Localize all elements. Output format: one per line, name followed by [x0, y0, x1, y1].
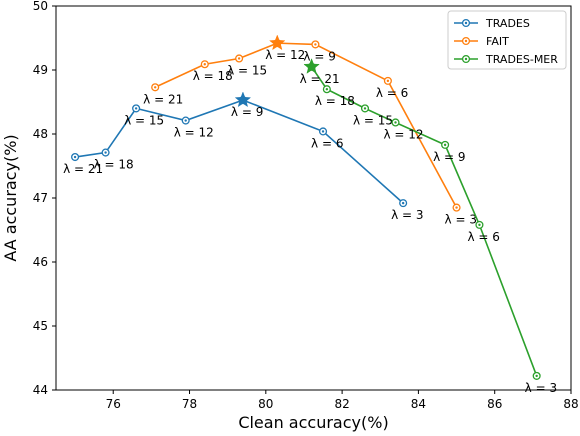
point-label: λ = 9 [303, 49, 335, 63]
point-label: λ = 12 [174, 126, 214, 140]
x-tick-label: 84 [411, 397, 426, 411]
y-tick-label: 46 [33, 255, 48, 269]
point-label: λ = 12 [384, 127, 424, 141]
point-label: λ = 15 [227, 63, 267, 77]
point-label: λ = 3 [525, 381, 557, 395]
star-marker [234, 91, 252, 108]
data-point-center [386, 79, 390, 83]
data-point-center [314, 43, 317, 46]
y-tick-label: 49 [33, 63, 48, 77]
data-point-center [104, 151, 107, 154]
legend: TRADES FAIT TRADES-MER [447, 10, 567, 70]
legend-label: FAIT [486, 35, 509, 48]
point-label: λ = 3 [445, 213, 477, 227]
data-point-center [325, 88, 329, 91]
point-label: λ = 18 [315, 94, 355, 108]
point-label: λ = 21 [300, 72, 340, 86]
legend-swatch-center [464, 57, 468, 61]
point-label: λ = 6 [311, 136, 343, 150]
y-tick-label: 48 [33, 127, 48, 141]
point-label: λ = 15 [353, 113, 393, 127]
data-point-center [321, 130, 325, 133]
star-marker [268, 34, 286, 51]
point-label: λ = 21 [143, 92, 183, 106]
series-fait: λ = 21λ = 18λ = 15λ = 12λ = 9λ = 6λ = 3 [143, 34, 477, 227]
star-marker [303, 58, 320, 74]
x-tick-label: 88 [563, 397, 578, 411]
data-point-center [363, 107, 367, 110]
y-tick-label: 44 [33, 383, 48, 397]
x-axis-ticks: 76 78 80 82 84 86 88 [106, 390, 579, 411]
data-point-center [455, 206, 458, 209]
point-label: λ = 15 [124, 113, 164, 127]
series-trades: λ = 21λ = 18λ = 15λ = 12λ = 9λ = 6λ = 3 [63, 91, 424, 222]
data-point-center [401, 201, 405, 205]
x-axis-label: Clean accuracy(%) [238, 413, 388, 432]
x-tick-label: 80 [258, 397, 273, 411]
point-label: λ = 18 [193, 69, 233, 83]
y-axis-label: AA accuracy(%) [1, 134, 20, 261]
point-label: λ = 9 [433, 150, 465, 164]
data-point-center [203, 63, 206, 66]
point-label: λ = 18 [94, 158, 134, 172]
point-label: λ = 6 [376, 86, 408, 100]
series-line [310, 66, 538, 377]
data-point-center [535, 374, 538, 378]
data-point-center [443, 143, 447, 147]
x-tick-label: 76 [106, 397, 121, 411]
legend-label: TRADES [485, 17, 530, 30]
data-point-center [153, 86, 157, 89]
legend-swatch-center [464, 21, 468, 25]
data-point-center [134, 107, 138, 110]
y-tick-label: 47 [33, 191, 48, 205]
point-label: λ = 6 [467, 230, 499, 244]
x-tick-label: 78 [182, 397, 197, 411]
data-point-center [73, 155, 77, 159]
data-point-center [394, 121, 397, 124]
point-label: λ = 21 [63, 162, 103, 176]
point-label: λ = 3 [391, 208, 423, 222]
legend-label: TRADES-MER [485, 53, 558, 66]
point-label: λ = 12 [265, 48, 305, 62]
data-point-center [184, 119, 187, 122]
series-trades-mer: λ = 21 λ = 18 λ = 15λ = 12 λ = 9 λ = 6 λ = 3 [300, 58, 557, 395]
data-point-center [237, 57, 241, 60]
point-label: λ = 9 [231, 105, 263, 119]
y-tick-label: 45 [33, 319, 48, 333]
data-point-center [478, 223, 481, 227]
x-tick-label: 82 [334, 397, 349, 411]
y-tick-label: 50 [33, 0, 48, 13]
legend-box [447, 10, 567, 70]
y-axis-ticks: 44 45 46 47 48 49 50 [33, 0, 56, 397]
legend-swatch-center [464, 39, 468, 43]
x-tick-label: 86 [487, 397, 502, 411]
plot-area: λ = 21λ = 18λ = 15λ = 12λ = 9λ = 6λ = 3λ… [63, 34, 557, 395]
